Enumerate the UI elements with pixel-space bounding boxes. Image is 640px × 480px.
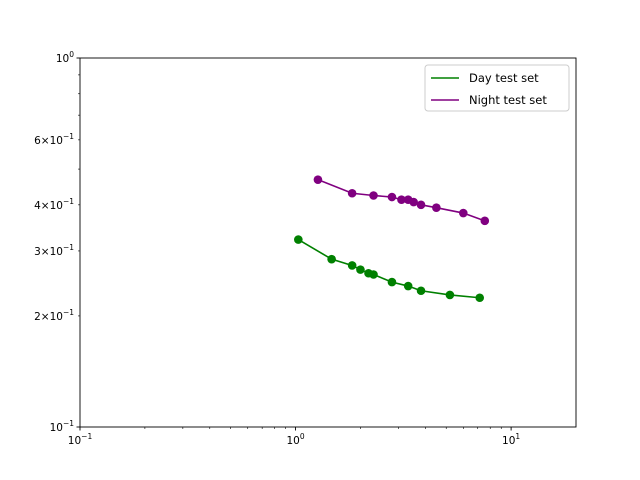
data-point [347, 188, 357, 198]
data-point [475, 293, 485, 303]
axes: 10−1 100 101 10−1 2×10−1 3×10−1 4×10−1 6×10−1 10… [34, 50, 577, 447]
y-tick-label: 100 [56, 50, 74, 65]
data-point [313, 175, 323, 184]
data-point [416, 200, 426, 210]
x-tick-label: 100 [286, 432, 304, 447]
data-point [387, 277, 397, 287]
axes-frame [79, 57, 577, 428]
data-point [347, 261, 357, 270]
data-point [409, 197, 418, 207]
data-point [369, 191, 378, 200]
data-point [445, 290, 455, 300]
data-point [327, 254, 336, 264]
data-point [294, 235, 303, 244]
data-point [356, 265, 365, 274]
plot-area [294, 175, 490, 303]
y-tick-label: 10−1 [50, 419, 75, 434]
legend: Day test set Night test set [424, 64, 570, 112]
data-point [416, 286, 426, 296]
data-point [432, 203, 441, 212]
legend-label: Day test set [469, 71, 539, 85]
data-point [458, 208, 468, 218]
data-point [397, 195, 406, 205]
legend-label: Night test set [469, 93, 547, 107]
y-tick-label: 4×10−1 [34, 197, 74, 212]
y-tick-label: 3×10−1 [34, 243, 74, 258]
y-tick-label: 2×10−1 [34, 308, 74, 323]
y-tick-label: 6×10−1 [34, 132, 74, 147]
data-point [387, 192, 397, 202]
legend-box [424, 64, 570, 112]
data-point [403, 281, 413, 291]
x-tick-label: 10−1 [68, 432, 93, 447]
x-tick-label: 101 [502, 432, 520, 447]
data-point [369, 270, 378, 279]
data-point [480, 216, 490, 226]
